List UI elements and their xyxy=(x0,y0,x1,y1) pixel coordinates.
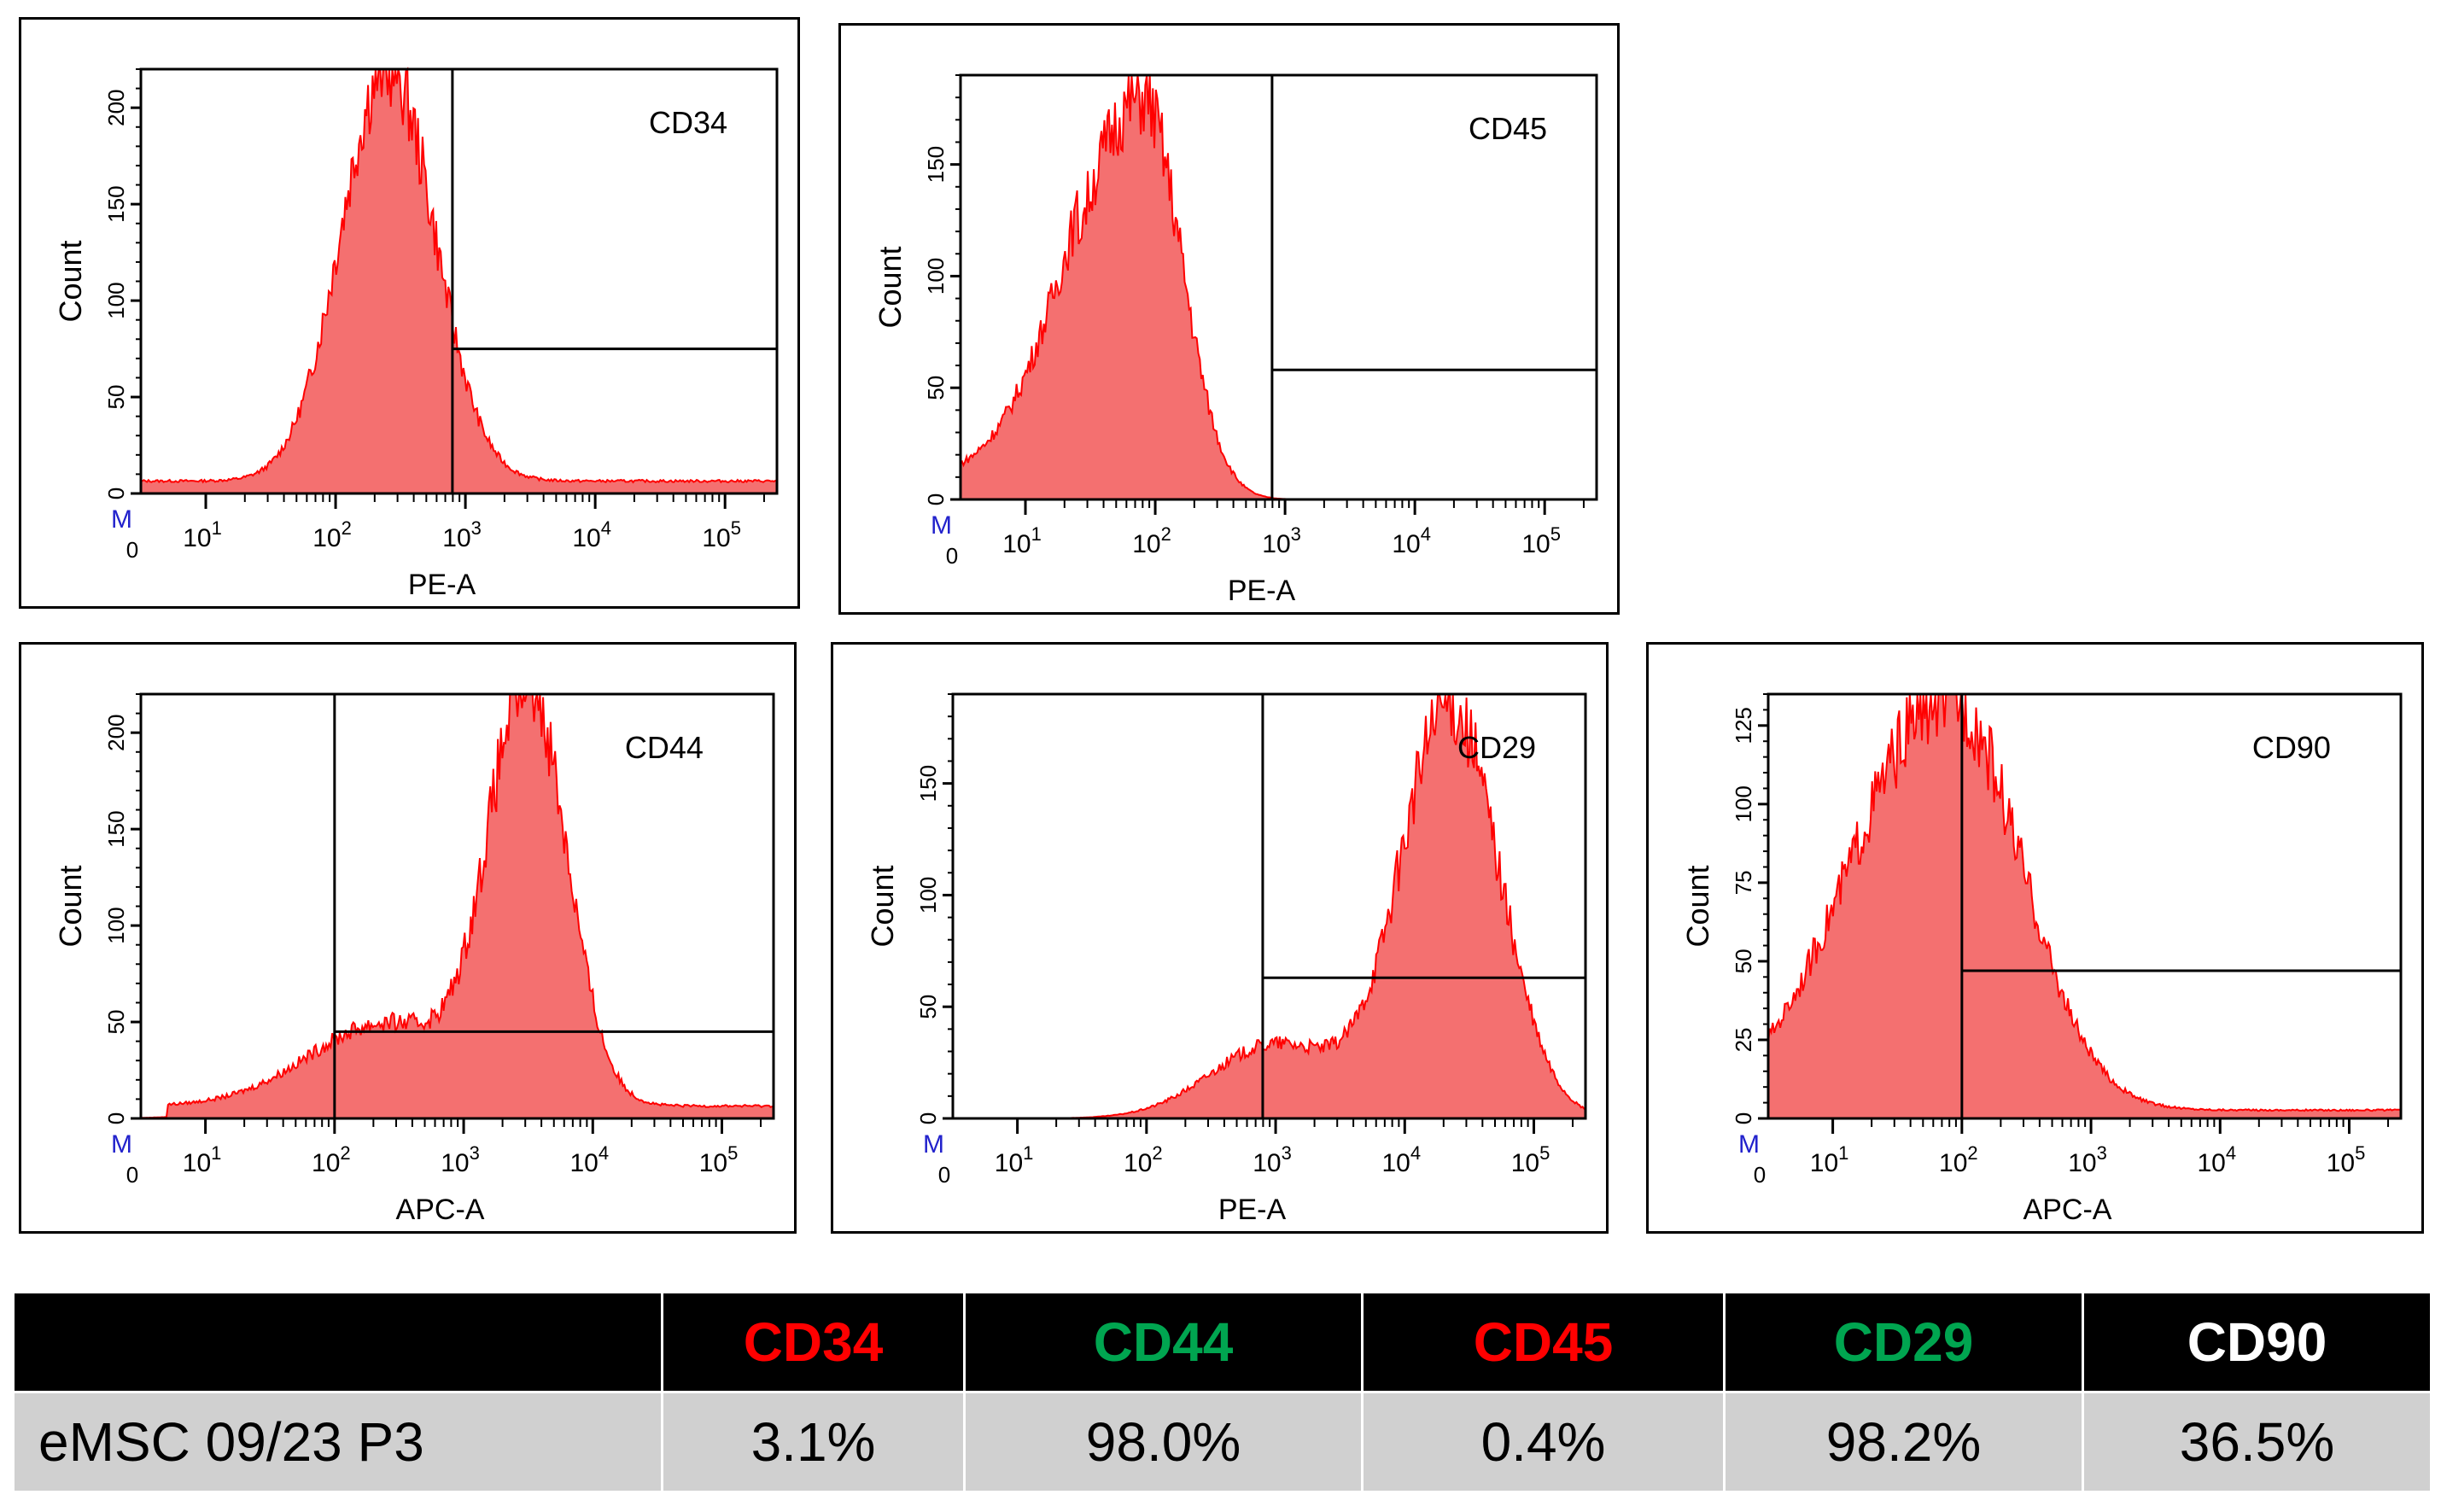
y-tick-label: 150 xyxy=(103,810,129,847)
marker-label: CD29 xyxy=(1457,730,1536,765)
x-tick-label: 103 xyxy=(442,517,482,552)
table-row: eMSC 09/23 P3 3.1% 98.0% 0.4% 98.2% 36.5… xyxy=(12,1391,2432,1493)
marker-label: CD34 xyxy=(649,105,727,140)
x-axis-label: APC-A xyxy=(2023,1194,2112,1226)
y-tick-label: 50 xyxy=(915,995,941,1019)
table-cell-cd44: 98.0% xyxy=(963,1391,1364,1493)
histogram-area xyxy=(140,693,774,1119)
table-row-label: eMSC 09/23 P3 xyxy=(12,1391,663,1493)
x-tick-label: 103 xyxy=(1262,523,1301,558)
table-header-row: CD34 CD44 CD45 CD29 CD90 xyxy=(12,1291,2432,1393)
y-tick-label: 0 xyxy=(103,1112,129,1124)
y-tick-label: 50 xyxy=(103,385,129,410)
y-tick-label: 100 xyxy=(923,258,949,295)
m-marker-label: M xyxy=(1738,1130,1760,1159)
m-marker-label: M xyxy=(111,505,132,534)
y-axis-label: Count xyxy=(873,246,908,328)
x-tick-label: 103 xyxy=(441,1142,480,1177)
summary-table: CD34 CD44 CD45 CD29 CD90 eMSC 09/23 P3 3… xyxy=(12,1291,2432,1493)
y-tick-label: 150 xyxy=(103,185,129,222)
y-tick-label: 200 xyxy=(103,714,129,750)
x-tick-label: 104 xyxy=(1392,523,1431,558)
y-tick-label: 75 xyxy=(1731,870,1756,895)
x-tick-label: 101 xyxy=(1810,1142,1849,1177)
y-axis-label: Count xyxy=(1680,865,1715,947)
y-tick-label: 100 xyxy=(1731,785,1756,822)
x-axis-label: PE-A xyxy=(1228,575,1296,607)
x-tick-label: 104 xyxy=(1381,1142,1421,1177)
y-tick-label: 0 xyxy=(915,1112,941,1124)
m-marker-label: M xyxy=(923,1130,944,1159)
histogram-panel-cd45: CD45 0 50 100 150 Count 101 102 103 104 105 0 M PE-A xyxy=(838,23,1620,615)
histogram-area xyxy=(1767,693,2402,1119)
x-tick-label: 105 xyxy=(702,517,741,552)
y-tick-label: 100 xyxy=(103,907,129,943)
y-tick-label: 50 xyxy=(923,376,949,400)
y-tick-label: 125 xyxy=(1731,707,1756,744)
y-tick-label: 0 xyxy=(103,487,129,499)
x-tick-label: 105 xyxy=(699,1142,739,1177)
x-zero-label: 0 xyxy=(126,1162,138,1188)
y-tick-label: 150 xyxy=(915,765,941,802)
x-tick-label: 105 xyxy=(1511,1142,1550,1177)
histogram-panel-cd29: CD29 0 50 100 150 Count 101 102 103 104 105 0 M PE-A xyxy=(831,642,1609,1234)
marker-label: CD90 xyxy=(2252,730,2331,765)
x-zero-label: 0 xyxy=(126,537,138,563)
x-tick-label: 105 xyxy=(2327,1142,2366,1177)
x-tick-label: 105 xyxy=(1521,523,1561,558)
y-tick-label: 0 xyxy=(923,493,949,505)
x-tick-label: 104 xyxy=(572,517,611,552)
x-tick-label: 104 xyxy=(569,1142,609,1177)
x-tick-label: 101 xyxy=(995,1142,1034,1177)
histogram-panel-cd34: CD34 0 50 100 150 200 Count 101 102 103 104 105 0 M PE… xyxy=(19,17,800,609)
y-tick-label: 150 xyxy=(923,146,949,183)
x-tick-label: 102 xyxy=(1124,1142,1163,1177)
y-tick-label: 25 xyxy=(1731,1028,1756,1053)
m-marker-label: M xyxy=(931,511,952,540)
table-header-cd90: CD90 xyxy=(2082,1291,2432,1393)
y-axis-label: Count xyxy=(865,865,900,947)
table-header-cd34: CD34 xyxy=(661,1291,966,1393)
marker-label: CD45 xyxy=(1469,111,1547,146)
x-tick-label: 104 xyxy=(2197,1142,2236,1177)
y-axis-label: Count xyxy=(53,865,88,947)
x-axis-label: PE-A xyxy=(1218,1194,1287,1226)
table-header-cd29: CD29 xyxy=(1723,1291,2084,1393)
x-tick-label: 103 xyxy=(2068,1142,2107,1177)
y-tick-label: 100 xyxy=(103,282,129,318)
histogram-panel-cd44: CD44 0 50 100 150 200 Count 101 102 103 104 105 0 M AP… xyxy=(19,642,797,1234)
marker-label: CD44 xyxy=(625,730,704,765)
x-tick-label: 102 xyxy=(1939,1142,1978,1177)
y-tick-label: 0 xyxy=(1731,1112,1756,1124)
y-tick-label: 200 xyxy=(103,89,129,126)
x-zero-label: 0 xyxy=(946,543,958,569)
x-tick-label: 102 xyxy=(1132,523,1171,558)
y-tick-label: 50 xyxy=(103,1010,129,1035)
x-zero-label: 0 xyxy=(938,1162,950,1188)
x-axis-label: PE-A xyxy=(408,569,476,601)
y-tick-label: 100 xyxy=(915,877,941,914)
histogram-panel-cd90: CD90 0 25 50 75 100 125 Count 101 102 103 104 105 0 M A… xyxy=(1646,642,2424,1234)
m-marker-label: M xyxy=(111,1130,132,1159)
table-cell-cd45: 0.4% xyxy=(1361,1391,1726,1493)
histogram-area xyxy=(140,67,778,494)
x-tick-label: 101 xyxy=(183,1142,222,1177)
x-tick-label: 101 xyxy=(1002,523,1042,558)
table-cell-cd29: 98.2% xyxy=(1723,1391,2084,1493)
x-tick-label: 102 xyxy=(312,1142,351,1177)
table-cell-cd90: 36.5% xyxy=(2082,1391,2432,1493)
table-header-cd44: CD44 xyxy=(963,1291,1364,1393)
table-header-cd45: CD45 xyxy=(1361,1291,1726,1393)
x-tick-label: 102 xyxy=(312,517,352,552)
x-zero-label: 0 xyxy=(1754,1162,1766,1188)
y-tick-label: 50 xyxy=(1731,949,1756,973)
table-cell-cd34: 3.1% xyxy=(661,1391,966,1493)
table-header-empty xyxy=(12,1291,663,1393)
y-axis-label: Count xyxy=(53,240,88,322)
x-tick-label: 101 xyxy=(183,517,222,552)
x-axis-label: APC-A xyxy=(396,1194,485,1226)
x-tick-label: 103 xyxy=(1253,1142,1292,1177)
